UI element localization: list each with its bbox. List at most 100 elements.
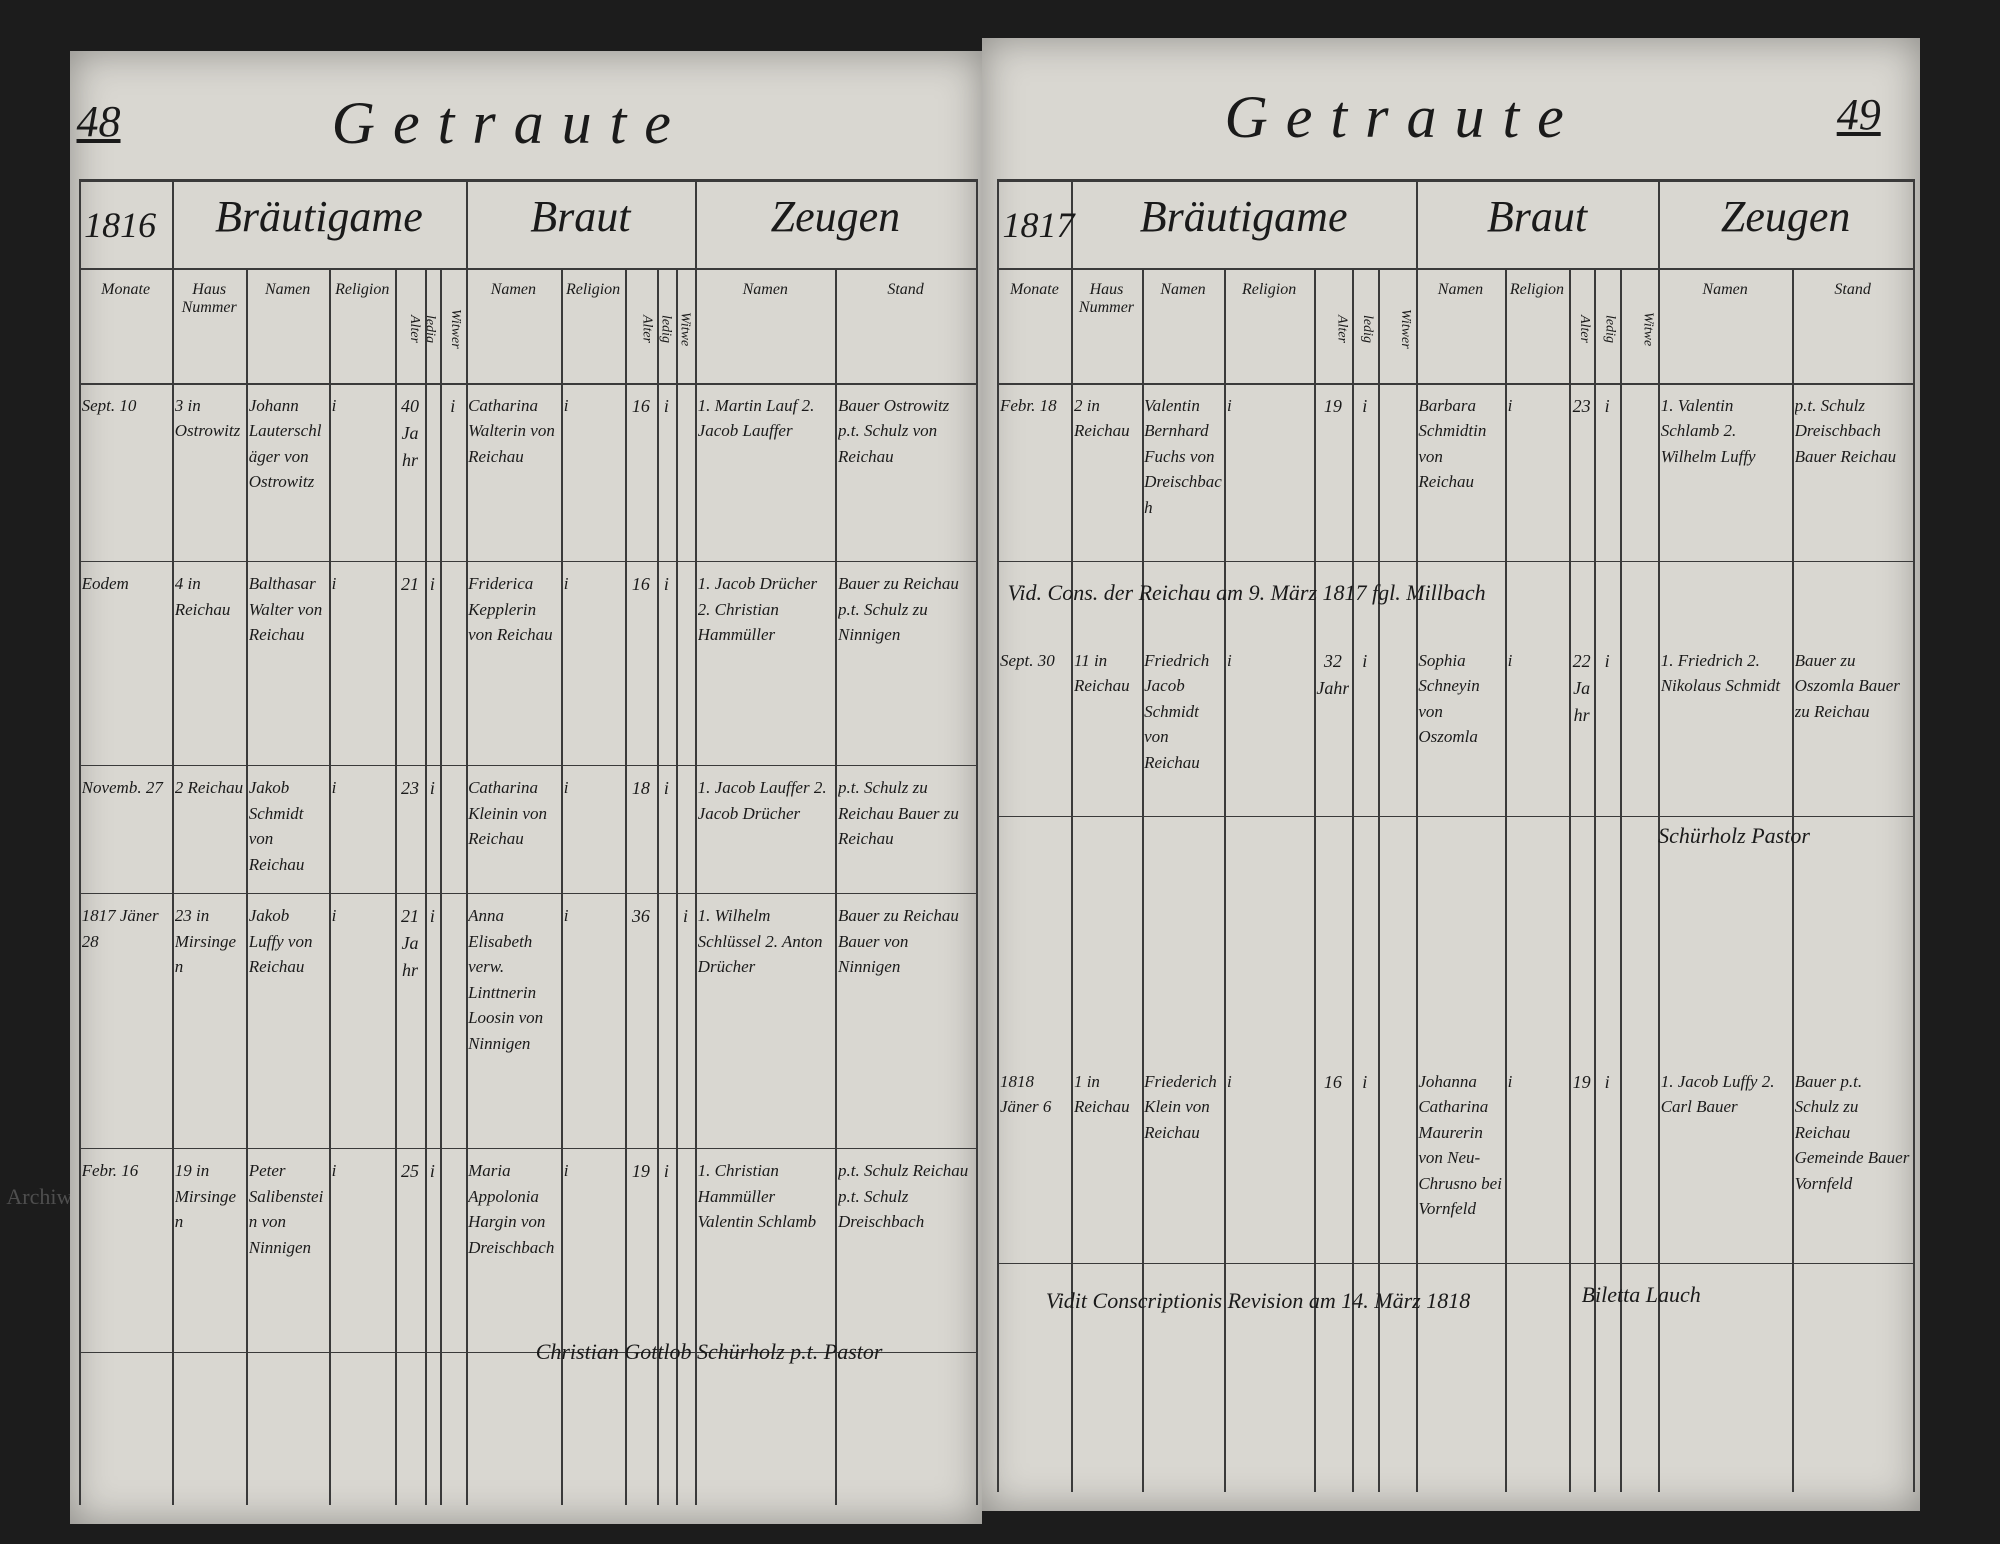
cell: Bauer zu Reichau Bauer von Ninnigen	[837, 906, 959, 977]
cell: i	[563, 395, 569, 415]
cell: 1. Wilhelm Schlüssel 2. Anton Drücher	[697, 906, 823, 977]
cell: 23	[401, 778, 420, 799]
rule	[79, 382, 976, 385]
cell: i	[1227, 650, 1232, 670]
cell: 23	[1572, 395, 1591, 416]
cell: i	[331, 395, 337, 415]
cell: i	[1227, 395, 1232, 415]
cell: 2 Reichau	[174, 778, 244, 798]
cell: 19	[1572, 1071, 1591, 1092]
cell: Sophia Schneyin von Oszomla	[1418, 650, 1480, 747]
rule	[79, 178, 82, 1506]
page: 49 Getraute 1817 Bräutigame Braut Zeugen Monat…	[982, 38, 1920, 1512]
column-header: Namen	[742, 280, 788, 298]
rule	[424, 267, 427, 1506]
cell: i	[331, 574, 337, 594]
column-header: Alter	[639, 315, 655, 344]
rule	[997, 816, 1914, 818]
rule	[1141, 267, 1144, 1493]
column-header: ledig	[427, 315, 438, 344]
rule	[79, 178, 976, 182]
cell: Friedrich Jacob Schmidt von Reichau	[1144, 650, 1210, 772]
column-header: Haus Nummer	[181, 280, 237, 316]
rule	[1352, 267, 1355, 1493]
cell: 25	[401, 1161, 420, 1182]
cell: Catharina Kleinin von Reichau	[468, 778, 547, 849]
cell: i	[1362, 395, 1368, 416]
cell: 2 in Reichau	[1073, 395, 1130, 441]
cell: i	[331, 906, 337, 926]
page-number: 48	[76, 96, 121, 146]
column-header: Monate	[101, 280, 151, 298]
cell: p.t. Schulz Reichau p.t. Schulz Dreischb…	[837, 1161, 969, 1232]
group-header: Bräutigame	[1139, 192, 1348, 242]
cell: Balthasar Walter von Reichau	[248, 574, 323, 645]
cell: Jakob Luffy von Reichau	[248, 906, 313, 977]
cell: 1. Valentin Schlamb 2. Wilhelm Luffy	[1660, 395, 1756, 466]
note: Vidit Conscriptionis Revision am 14. Mär…	[1045, 1288, 1471, 1314]
rule	[997, 178, 1000, 1493]
rule	[79, 892, 976, 894]
cell: i	[663, 574, 669, 595]
cell: Friederich Klein von Reichau	[1144, 1071, 1217, 1142]
cell: Febr. 16	[81, 1161, 139, 1181]
group-header: Braut	[1486, 192, 1588, 242]
cell: Johann Lauterschläger von Ostrowitz	[248, 395, 322, 492]
column-header: Alter	[407, 315, 423, 344]
rule	[561, 267, 564, 1506]
cell: 21 Jahr	[401, 906, 420, 981]
rule	[997, 1262, 1914, 1264]
cell: Johanna Catharina Maurerin von Neu-Chrus…	[1418, 1071, 1502, 1219]
cell: i	[563, 778, 569, 798]
column-header: Alter	[1576, 315, 1592, 344]
cell: i	[1362, 650, 1368, 671]
rule	[1568, 267, 1571, 1493]
note: Schürholz Pastor	[1658, 822, 1810, 848]
cell: i	[429, 906, 435, 927]
cell: Catharina Walterin von Reichau	[468, 395, 555, 466]
cell: i	[1507, 650, 1513, 670]
cell: 1. Christian Hammüller Valentin Schlamb	[697, 1161, 817, 1232]
rule	[79, 765, 976, 767]
cell: 32 Jahr	[1316, 650, 1350, 698]
rule	[1377, 267, 1380, 1493]
cell: i	[563, 574, 569, 594]
rule	[997, 561, 1914, 563]
cell: i	[1604, 395, 1610, 416]
cell: 1818 Jäner 6	[999, 1071, 1052, 1117]
cell: 19	[1323, 395, 1342, 416]
rule	[1224, 267, 1227, 1493]
column-header: ledig	[659, 315, 674, 344]
cell: i	[1227, 1071, 1232, 1091]
cell: i	[1362, 1071, 1368, 1092]
cell: 22 Jahr	[1572, 650, 1591, 725]
rule	[79, 267, 976, 270]
column-header: Monate	[1009, 280, 1059, 298]
year: 1816	[84, 205, 157, 246]
rule	[1415, 178, 1418, 1493]
page-title: Getraute	[1224, 83, 1582, 150]
cell: i	[683, 906, 689, 927]
cell: 1 in Reichau	[1073, 1071, 1130, 1117]
group-header: Zeugen	[770, 192, 901, 242]
cell: i	[1507, 1071, 1513, 1091]
cell: 18	[631, 778, 650, 799]
rule	[79, 1147, 976, 1149]
cell: 19	[631, 1161, 650, 1182]
rule	[997, 178, 1914, 182]
cell: i	[429, 1161, 435, 1182]
cell: i	[429, 574, 435, 595]
group-header: Braut	[530, 192, 631, 242]
cell: i	[663, 1161, 669, 1182]
cell: Bauer zu Reichau p.t. Schulz zu Ninnigen	[837, 574, 959, 645]
rule	[997, 382, 1914, 385]
cell: 21	[401, 574, 420, 595]
page: 48 Getraute 1816 Bräutigame Braut Zeugen Monat…	[70, 51, 983, 1525]
rule	[835, 267, 838, 1506]
note: Biletta Lauch	[1581, 1281, 1701, 1307]
note: Vid. Cons. der Reichau am 9. März 1817 f…	[1007, 580, 1486, 606]
cell: Bauer p.t. Schulz zu Reichau Gemeinde Ba…	[1794, 1071, 1910, 1193]
cell: p.t. Schulz zu Reichau Bauer zu Reichau	[837, 778, 959, 849]
cell: Sept. 30	[999, 650, 1055, 670]
cell: 1817 Jäner 28	[81, 906, 159, 951]
